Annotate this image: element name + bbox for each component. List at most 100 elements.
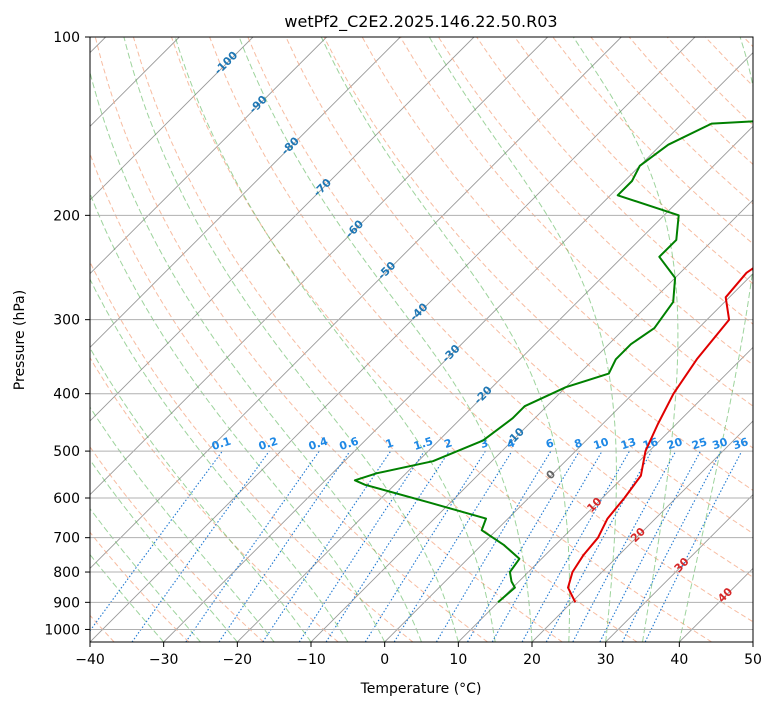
isotherm-line — [679, 567, 753, 642]
y-tick-label: 200 — [53, 208, 80, 224]
isotherm-line — [90, 37, 327, 275]
y-tick-label: 400 — [53, 387, 80, 403]
isotherm-label: -30 — [439, 342, 462, 365]
mixing-ratio-label: 0.4 — [307, 434, 330, 452]
x-tick-label: −20 — [223, 652, 253, 668]
mixing-ratio-label: 6 — [544, 436, 556, 451]
moist-adiabat-line — [90, 507, 201, 642]
isotherm-label: -90 — [247, 93, 270, 116]
dry-adiabat-line — [94, 37, 563, 642]
isotherm-line — [90, 37, 622, 569]
y-axis: 100 200 300 400 500 600 700 800 900 1000 — [44, 30, 90, 638]
isotherm-label: 20 — [628, 525, 648, 545]
dry-adiabat-line — [399, 37, 753, 407]
mixing-ratio-label: 36 — [731, 435, 750, 452]
mixing-ratio-label: 10 — [592, 435, 611, 452]
pressure-gridlines — [90, 37, 753, 630]
mixing-ratio-label: 0.2 — [257, 435, 280, 453]
moist-adiabat-line — [123, 37, 459, 642]
dry-adiabat-line — [361, 37, 753, 449]
mixing-ratio-line — [298, 450, 425, 642]
moist-adiabat-line — [90, 459, 238, 642]
mixing-ratio-line — [185, 450, 320, 642]
mixing-ratio-line — [599, 450, 701, 642]
isotherm-label: -20 — [472, 383, 495, 406]
moist-adiabat-line — [90, 347, 312, 642]
isotherm-line — [237, 125, 753, 642]
moist-adiabat-line — [90, 70, 422, 642]
dry-adiabat-line — [247, 37, 753, 578]
x-axis: −40 −30 −20 −10 0 10 20 30 40 50 — [75, 642, 762, 668]
mixing-ratio-line — [393, 450, 513, 642]
plot-area: 0.1 0.2 0.4 0.6 1 1.5 2 3 4 6 8 10 13 16 20 25 30 36-100-… — [90, 37, 753, 642]
dry-adiabat-line — [285, 37, 753, 535]
dry-adiabat-line — [171, 37, 712, 642]
moist-adiabat-line — [678, 37, 753, 642]
x-tick-label: 50 — [744, 652, 762, 668]
mixing-ratio-line — [262, 450, 392, 642]
dry-adiabat-line — [90, 356, 339, 642]
moist-adiabat-line — [90, 192, 386, 642]
y-tick-label: 600 — [53, 491, 80, 507]
moist-adiabat-line — [572, 37, 679, 642]
moist-adiabat-lines — [90, 37, 753, 642]
x-tick-label: 10 — [449, 652, 467, 668]
isotherm-lines — [90, 37, 753, 642]
mixing-ratio-label: 3 — [479, 436, 490, 451]
x-tick-label: −10 — [296, 652, 326, 668]
dry-adiabat-line — [209, 37, 753, 623]
mixing-ratio-label: 13 — [619, 435, 638, 452]
isotherm-label: -50 — [375, 259, 398, 282]
mixing-ratio-line — [131, 450, 270, 642]
x-tick-label: 20 — [523, 652, 541, 668]
mixing-ratio-label: 2 — [443, 436, 454, 451]
isotherm-line — [458, 346, 753, 642]
dry-adiabat-line — [90, 531, 190, 642]
mixing-ratio-line — [467, 450, 580, 642]
y-tick-label: 900 — [53, 595, 80, 611]
y-tick-label: 100 — [53, 30, 80, 46]
y-axis-label: Pressure (hPa) — [12, 290, 28, 390]
chart-title: wetPf2_C2E2.2025.146.22.50.R03 — [284, 12, 557, 32]
mixing-ratio-label: 8 — [573, 436, 584, 451]
isotherm-line — [90, 37, 254, 201]
plot-frame — [89, 36, 754, 643]
isotherm-label: 0 — [544, 467, 559, 482]
dry-adiabat-line — [743, 37, 753, 48]
isotherm-line — [90, 37, 475, 422]
isotherm-line — [531, 420, 753, 642]
dry-adiabat-line — [90, 152, 488, 642]
dry-adiabat-line — [323, 37, 753, 491]
mixing-ratio-line — [572, 450, 677, 642]
dry-adiabat-line — [590, 37, 753, 205]
dry-adiabat-line — [132, 37, 638, 642]
moist-adiabat-line — [90, 406, 275, 642]
mixing-ratio-line — [364, 450, 486, 642]
mixing-ratio-line — [521, 450, 630, 642]
mixing-ratio-label: 20 — [665, 435, 684, 452]
mixing-ratio-label: 30 — [711, 435, 730, 452]
mixing-ratio-line — [325, 450, 450, 642]
isotherm-line — [752, 641, 753, 642]
x-tick-label: −40 — [75, 652, 105, 668]
y-tick-label: 700 — [53, 531, 80, 547]
isotherm-line — [163, 52, 753, 642]
isotherm-label: -80 — [279, 134, 302, 157]
moist-adiabat-line — [90, 278, 349, 642]
isotherm-line — [605, 494, 753, 642]
x-tick-label: −30 — [149, 652, 179, 668]
moist-adiabat-line — [90, 553, 165, 642]
mixing-ratio-line — [644, 450, 743, 642]
profiles — [353, 120, 753, 604]
x-tick-label: 40 — [670, 652, 688, 668]
temperature-profile — [567, 267, 753, 603]
moist-adiabat-line — [238, 37, 533, 642]
isotherm-line — [90, 37, 696, 642]
dry-adiabat-line — [666, 37, 753, 126]
dry-adiabat-line — [704, 37, 753, 87]
isotherm-label: -70 — [311, 176, 334, 199]
isotherm-line — [310, 199, 753, 642]
x-tick-label: 0 — [380, 652, 389, 668]
mixing-ratio-label: 4 — [505, 436, 517, 451]
